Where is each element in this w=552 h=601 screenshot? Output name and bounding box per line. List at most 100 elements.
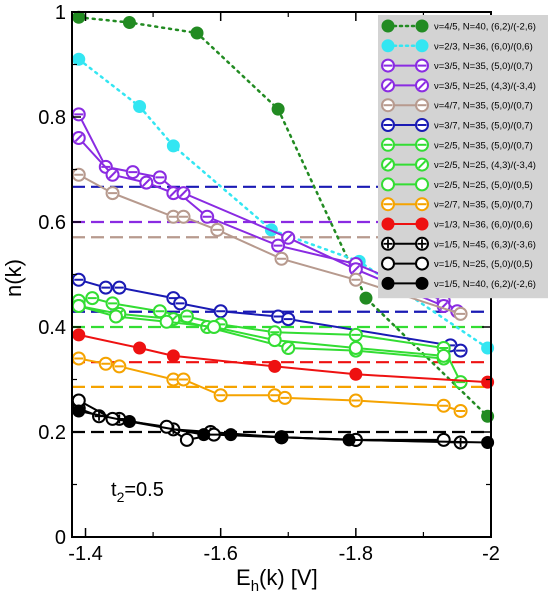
data-point	[152, 170, 167, 185]
data-point	[72, 328, 86, 342]
data-point	[349, 367, 363, 381]
legend-entry: ν=2/5, N=25, (4,3)/(-3,4)	[381, 157, 536, 172]
data-point	[359, 291, 373, 305]
data-point	[98, 280, 113, 295]
data-point	[348, 327, 363, 342]
series-8	[71, 299, 451, 363]
legend-entry: ν=2/5, N=35, (5,0)/(0,7)	[381, 137, 533, 152]
data-point	[159, 314, 174, 329]
series-10	[72, 328, 495, 389]
y-tick-label: 0.2	[38, 422, 66, 444]
data-point	[108, 309, 123, 324]
data-point	[453, 404, 468, 418]
data-point	[197, 428, 211, 442]
legend-entry: ν=4/5, N=40, (6,2)/(-2,6)	[381, 19, 536, 33]
legend-marker	[381, 78, 395, 93]
data-point	[176, 209, 191, 224]
data-point	[71, 299, 86, 313]
data-point	[275, 430, 288, 444]
legend-label: ν=3/7, N=35, (5,0)/(0,7)	[434, 121, 533, 132]
data-point	[105, 296, 120, 311]
data-point	[166, 139, 180, 153]
legend-label: ν=2/3, N=36, (6,0)/(0,6)	[434, 41, 533, 52]
data-point	[122, 16, 136, 29]
x-tick-label: -1.8	[339, 543, 373, 565]
data-point	[176, 372, 191, 387]
legend-entry: ν=2/7, N=35, (5,0)/(0,7)	[381, 197, 533, 212]
legend: ν=4/5, N=40, (6,2)/(-2,6) ν=2/3, N=36, (6…	[378, 15, 548, 299]
data-point	[98, 356, 113, 371]
y-tick-label: 0.6	[38, 212, 66, 234]
data-point	[342, 433, 356, 447]
data-point	[190, 26, 204, 40]
legend-marker	[381, 39, 395, 53]
legend-marker	[381, 197, 395, 212]
legend-marker	[415, 157, 429, 172]
legend-entry: ν=3/5, N=35, (5,0)/(0,7)	[381, 58, 533, 73]
legend-marker	[415, 78, 429, 93]
data-point	[105, 167, 120, 182]
legend-label: ν=4/5, N=40, (6,2)/(-2,6)	[434, 22, 536, 33]
legend-label: ν=1/3, N=36, (6,0)/(0,6)	[434, 220, 533, 231]
data-point	[281, 312, 296, 327]
data-point	[72, 52, 86, 66]
y-tick-label: 1	[55, 2, 66, 24]
data-point	[179, 432, 194, 447]
legend-label: ν=1/5, N=45, (6,3)/(-3,6)	[434, 239, 536, 250]
data-point	[210, 222, 225, 237]
data-point	[166, 349, 180, 363]
legend-marker	[381, 137, 395, 152]
legend-label: ν=2/5, N=25, (5,0)/(0,5)	[434, 180, 533, 191]
legend-entry: ν=1/5, N=25, (5,0)/(0,5)	[381, 256, 533, 271]
legend-marker	[415, 276, 429, 290]
legend-marker	[381, 58, 395, 73]
data-point	[133, 341, 147, 355]
legend-marker	[381, 256, 395, 271]
data-point	[139, 175, 154, 190]
data-point	[72, 10, 86, 24]
data-point	[71, 167, 86, 182]
series-4	[71, 167, 468, 321]
data-point	[125, 165, 140, 180]
legend-label: ν=1/5, N=25, (5,0)/(0,5)	[434, 259, 533, 270]
legend-marker	[415, 39, 429, 53]
data-point	[71, 107, 86, 122]
data-point	[453, 343, 468, 358]
legend-marker	[415, 256, 429, 271]
data-point	[436, 398, 451, 413]
series-9	[71, 351, 468, 418]
legend-entry: ν=1/5, N=45, (6,3)/(-3,6)	[381, 236, 536, 251]
data-point	[71, 272, 86, 287]
data-point	[72, 404, 86, 418]
series-line-0	[77, 16, 489, 418]
annotation-t2: t2=0.5	[111, 479, 164, 505]
data-point	[71, 351, 86, 366]
data-point	[453, 375, 468, 390]
data-point	[268, 359, 282, 373]
legend-entry: ν=1/3, N=36, (6,0)/(0,6)	[381, 217, 533, 231]
x-axis-title: Eh(k) [V]	[236, 565, 318, 595]
legend-marker	[415, 236, 429, 251]
data-point	[105, 186, 120, 201]
data-point	[71, 131, 86, 145]
series-6	[71, 291, 468, 390]
data-point	[348, 272, 363, 287]
data-point	[436, 432, 451, 447]
legend-entry: ν=1/5, N=40, (6,2)/(-2,6)	[381, 276, 536, 290]
legend-marker	[381, 19, 395, 33]
y-axis-title: n(k)	[1, 259, 26, 297]
data-point	[348, 341, 363, 355]
legend-label: ν=4/7, N=35, (5,0)/(0,7)	[434, 101, 533, 112]
series-13	[72, 404, 495, 449]
y-tick-label: 0	[55, 527, 66, 549]
y-tick-label: 0.8	[38, 107, 66, 129]
axis-ticks: -1.4 -1.6 -1.8 -2 0 0.2 0.4 0.6 0.8 1	[38, 2, 500, 565]
data-point	[112, 280, 127, 295]
data-point	[271, 309, 286, 324]
series-5	[71, 272, 468, 358]
legend-marker	[415, 118, 429, 132]
legend-label: ν=3/5, N=35, (5,0)/(0,7)	[434, 61, 533, 72]
legend-entry: ν=2/5, N=25, (5,0)/(0,5)	[381, 177, 533, 192]
legend-marker	[381, 177, 395, 192]
